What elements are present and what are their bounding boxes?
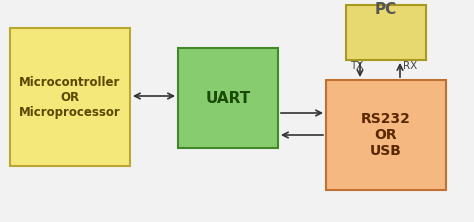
Text: RX: RX bbox=[403, 61, 417, 71]
Text: PC: PC bbox=[375, 2, 397, 17]
Text: RS232
OR
USB: RS232 OR USB bbox=[361, 112, 411, 158]
Bar bbox=[10, 28, 130, 166]
Bar bbox=[326, 80, 446, 190]
Text: UART: UART bbox=[205, 91, 251, 105]
Text: Microcontroller
OR
Microprocessor: Microcontroller OR Microprocessor bbox=[19, 75, 121, 119]
Text: TX: TX bbox=[350, 61, 363, 71]
Bar bbox=[178, 48, 278, 148]
Bar bbox=[346, 5, 426, 60]
